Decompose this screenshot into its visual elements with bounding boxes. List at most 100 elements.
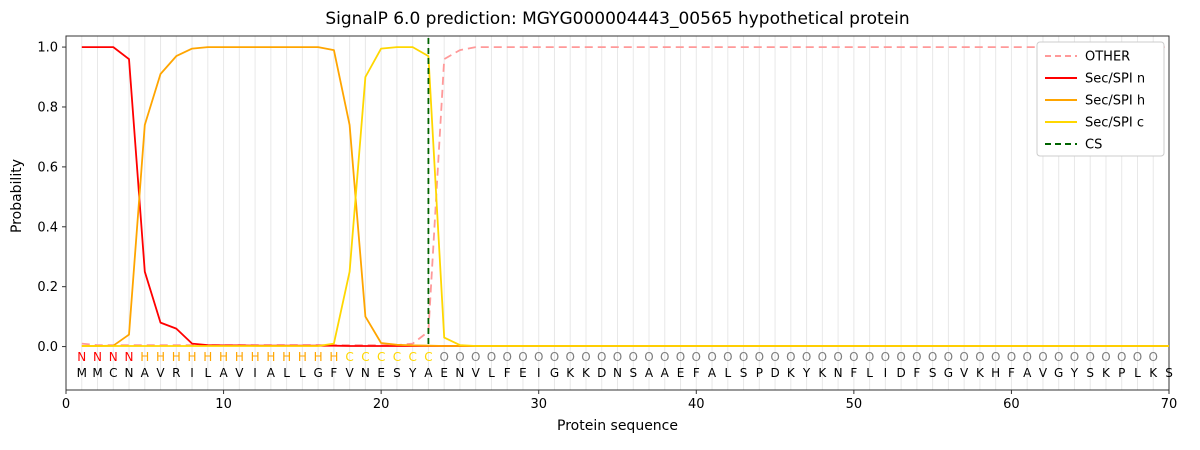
residue-letter: S [740,366,748,380]
residue-letter: L [283,366,290,380]
y-tick-label: 1.0 [37,41,58,56]
x-tick-label: 50 [846,397,863,412]
residue-letter: G [550,366,559,380]
region-label: H [172,350,181,364]
residue-letter: K [976,366,985,380]
plot-frame [65,35,1170,391]
region-label: O [518,350,527,364]
residue-letter: V [1039,366,1048,380]
region-label: O [1070,350,1079,364]
residue-letter: P [1118,366,1125,380]
region-label: C [377,350,385,364]
region-label: C [393,350,401,364]
residue-letter: I [537,366,541,380]
residue-letter: G [313,366,322,380]
region-label: O [613,350,622,364]
residue-letter: F [504,366,511,380]
residue-letter: V [960,366,969,380]
region-label: O [1149,350,1158,364]
region-label: O [629,350,638,364]
residue-letter: A [267,366,276,380]
region-label: O [502,350,511,364]
region-label: O [1101,350,1110,364]
residue-letter: F [913,366,920,380]
residue-letter: K [582,366,591,380]
region-label: C [408,350,416,364]
legend-label-sec-spi-c: Sec/SPI c [1085,116,1144,131]
region-label: H [235,350,244,364]
legend-label-sec-spi-h: Sec/SPI h [1085,94,1145,109]
residue-letter: F [1008,366,1015,380]
residue-letter: D [897,366,906,380]
region-label: O [1007,350,1016,364]
residue-letter: Y [802,366,811,380]
region-label: C [361,350,369,364]
residue-letter: F [693,366,700,380]
region-label: C [345,350,353,364]
region-label: O [1117,350,1126,364]
region-label: O [534,350,543,364]
region-label: O [692,350,701,364]
y-axis-label: Probability [9,159,25,234]
region-label: H [266,350,275,364]
residue-letter: V [235,366,244,380]
residue-letter: S [1086,366,1094,380]
residue-letter: D [597,366,606,380]
residue-letter: S [629,366,637,380]
region-label: N [109,350,118,364]
region-label: O [739,350,748,364]
region-label: H [219,350,228,364]
region-label: H [314,350,323,364]
residue-letter: R [172,366,180,380]
region-label: C [424,350,432,364]
residue-letter: N [613,366,622,380]
region-label: H [140,350,149,364]
y-tick-label: 0.4 [37,220,58,235]
x-tick-label: 0 [62,397,70,412]
residue-letter: L [204,366,211,380]
residue-letter: K [566,366,575,380]
y-tick-label: 0.0 [37,340,58,355]
residue-letter: K [787,366,796,380]
region-label: N [77,350,86,364]
region-label: O [912,350,921,364]
region-label: O [487,350,496,364]
residue-letter: S [1165,366,1173,380]
region-label: O [1133,350,1142,364]
residue-letter: N [361,366,370,380]
x-tick-label: 70 [1161,397,1178,412]
region-label: O [439,350,448,364]
residue-letter: L [866,366,873,380]
residue-letter: D [770,366,779,380]
region-label: O [455,350,464,364]
y-tick-label: 0.2 [37,280,58,295]
region-label: N [125,350,134,364]
x-tick-label: 30 [530,397,547,412]
residue-letter: C [109,366,117,380]
region-label: H [329,350,338,364]
residue-letter: L [299,366,306,380]
region-label: O [723,350,732,364]
region-label: O [660,350,669,364]
region-label: O [818,350,827,364]
x-tick-label: 10 [215,397,232,412]
series-line-sec-spi-n [81,46,1169,347]
legend-label-cs: CS [1085,138,1102,153]
residue-letter: K [1149,366,1158,380]
region-label: O [1038,350,1047,364]
residue-letter: P [756,366,763,380]
residue-letter: A [219,366,228,380]
residue-letter: M [77,366,87,380]
region-label: O [865,350,874,364]
region-label: O [802,350,811,364]
residue-letter: V [472,366,481,380]
residue-letter: A [424,366,433,380]
region-label: O [597,350,606,364]
region-label: O [770,350,779,364]
region-label: O [755,350,764,364]
region-label: O [1085,350,1094,364]
legend-label-sec-spi-n: Sec/SPI n [1085,72,1145,87]
region-label: O [928,350,937,364]
legend-box [1036,41,1165,157]
